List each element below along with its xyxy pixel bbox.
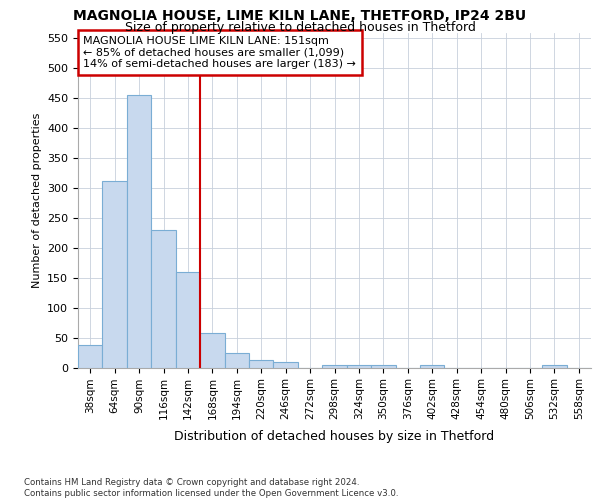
Bar	[420, 364, 445, 368]
X-axis label: Distribution of detached houses by size in Thetford: Distribution of detached houses by size …	[175, 430, 494, 444]
Bar	[347, 364, 371, 368]
Text: MAGNOLIA HOUSE, LIME KILN LANE, THETFORD, IP24 2BU: MAGNOLIA HOUSE, LIME KILN LANE, THETFORD…	[73, 9, 527, 23]
Bar	[371, 364, 395, 368]
Bar	[200, 334, 224, 368]
Bar	[322, 364, 347, 368]
Text: Size of property relative to detached houses in Thetford: Size of property relative to detached ho…	[125, 21, 475, 34]
Text: MAGNOLIA HOUSE LIME KILN LANE: 151sqm
← 85% of detached houses are smaller (1,09: MAGNOLIA HOUSE LIME KILN LANE: 151sqm ← …	[83, 36, 356, 69]
Bar	[542, 364, 566, 368]
Bar	[176, 272, 200, 368]
Bar	[151, 230, 176, 368]
Bar	[249, 360, 274, 368]
Bar	[127, 94, 151, 368]
Bar	[274, 362, 298, 368]
Text: Contains HM Land Registry data © Crown copyright and database right 2024.
Contai: Contains HM Land Registry data © Crown c…	[24, 478, 398, 498]
Bar	[224, 352, 249, 368]
Bar	[103, 182, 127, 368]
Y-axis label: Number of detached properties: Number of detached properties	[32, 112, 41, 288]
Bar	[78, 345, 103, 368]
